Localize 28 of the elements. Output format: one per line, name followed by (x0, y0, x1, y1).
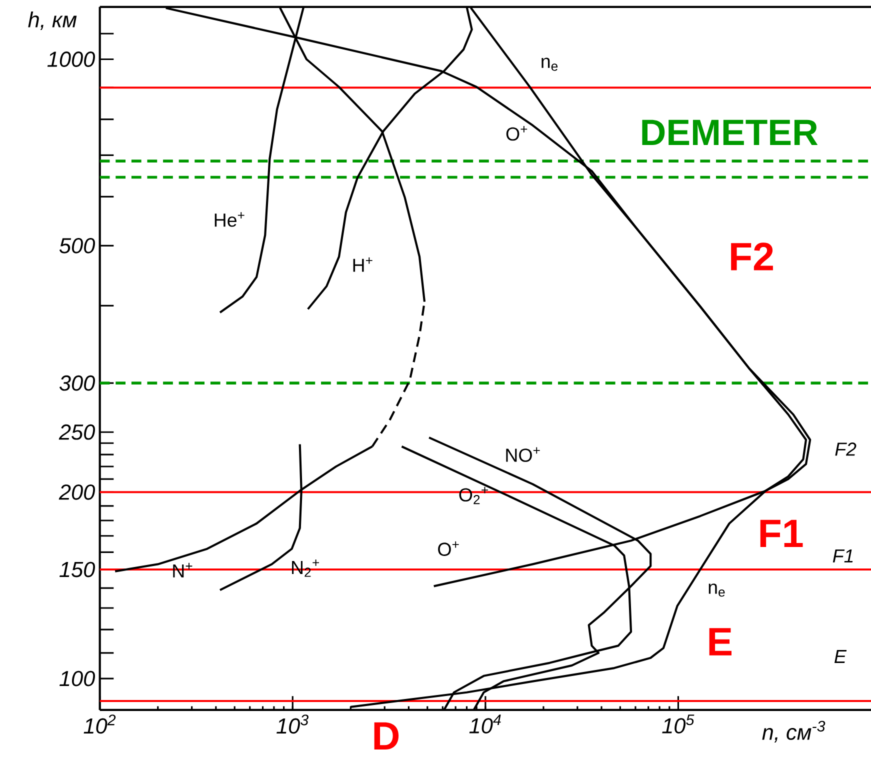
annotation: E (834, 650, 847, 663)
annotation: O$^{+}$ (438, 541, 459, 556)
ref-line-label: DEMETER (642, 120, 818, 145)
annotation: F2 (835, 442, 856, 456)
annotation: F1 (832, 549, 853, 562)
x-axis-title: n, см$^{-3}$ (762, 720, 826, 742)
y-tick-label: 500 (59, 238, 95, 254)
y-tick-label: 250 (58, 424, 95, 440)
series-label: H$^{+}$ (353, 257, 372, 272)
y-tick-label: 1000 (47, 51, 95, 67)
series-label: NO$^{+}$ (506, 447, 540, 462)
series-label: n$_{e}$ (542, 58, 558, 71)
annotation: n$_{e}$ (708, 583, 725, 597)
y-tick-label: 200 (58, 484, 95, 500)
series-label: O$^{+}$ (506, 126, 528, 140)
y-tick-label: 300 (59, 375, 95, 391)
y-tick-label: 100 (60, 670, 95, 686)
x-tick-label: 10$^{4}$ (469, 714, 501, 734)
y-tick-label: 150 (60, 562, 95, 578)
series-label: He$^{+}$ (214, 212, 244, 227)
x-tick-label: 10$^{5}$ (662, 714, 694, 734)
x-tick-label: 10$^{2}$ (84, 714, 116, 734)
annotation: E (709, 628, 732, 656)
annotation: F1 (760, 520, 803, 547)
annotation: F2 (731, 242, 773, 270)
y-axis-title: h, км (28, 11, 77, 30)
text: D (374, 722, 399, 750)
x-tick-label: 10$^{3}$ (276, 714, 308, 734)
